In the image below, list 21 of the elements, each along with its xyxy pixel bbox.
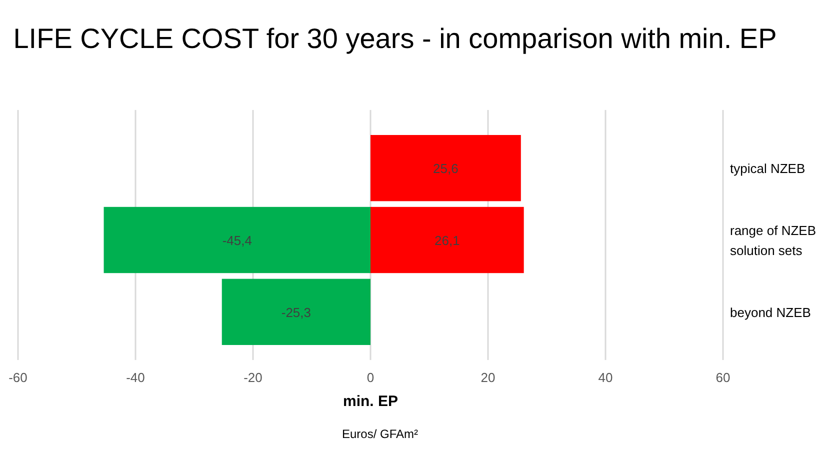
data-label: 25,6 [433, 161, 458, 176]
x-tick-label: 0 [366, 370, 374, 385]
data-label: 26,1 [434, 233, 460, 248]
text: Euros/ GFAm² [342, 427, 418, 441]
bar [222, 278, 370, 345]
chart-title: LIFE CYCLE COST for 30 years - in comparison with min. EP [13, 23, 777, 54]
y-tick-label: range of NZEB solution sets [730, 223, 816, 258]
x-tick-label: -20 [244, 370, 262, 385]
x-tick-label: 40 [598, 370, 613, 385]
bar [104, 206, 370, 274]
data-label: -25,3 [281, 304, 311, 320]
x-tick-label: -60 [8, 370, 28, 385]
x-axis-title: min. EP [342, 393, 398, 410]
x-tick-label: 60 [716, 370, 730, 385]
bar [370, 135, 521, 202]
data-label: -45,4 [222, 233, 252, 248]
x-tick-label: 20 [480, 370, 496, 385]
y-tick-label: typical NZEB [730, 161, 806, 176]
bar [370, 206, 524, 274]
x-tick-label: -40 [126, 370, 145, 385]
y-tick-label: beyond NZEB [730, 304, 811, 320]
